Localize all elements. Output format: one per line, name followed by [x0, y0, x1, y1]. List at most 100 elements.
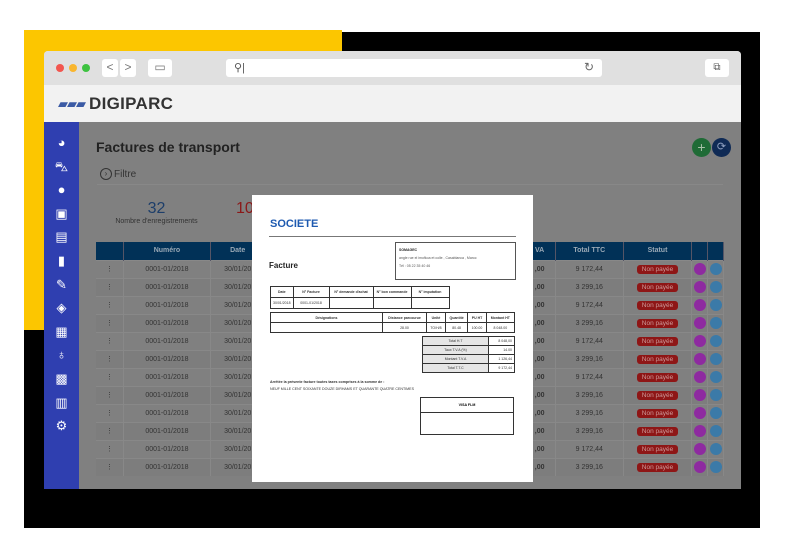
- print-icon[interactable]: [693, 443, 706, 455]
- minimize-dot[interactable]: [69, 64, 77, 72]
- add-button[interactable]: +: [692, 138, 711, 157]
- status-badge: Non payée: [636, 264, 679, 274]
- print-icon[interactable]: [709, 407, 722, 419]
- cell-total-ttc: 9 172,44: [555, 439, 624, 458]
- back-button[interactable]: <: [102, 59, 118, 77]
- car-icon[interactable]: ⛍: [54, 158, 69, 174]
- row-menu-icon[interactable]: ⋮: [96, 439, 124, 458]
- invoice-title: Facture: [269, 261, 298, 270]
- row-menu-icon[interactable]: ⋮: [96, 367, 124, 386]
- browser-toolbar: < > ▭ ⚲| ↻ ⧉: [44, 51, 741, 85]
- divider: [97, 184, 723, 185]
- row-menu-icon[interactable]: ⋮: [96, 331, 124, 350]
- print-icon[interactable]: [693, 353, 706, 365]
- line-h: PU HT: [467, 312, 487, 323]
- forward-button[interactable]: >: [120, 59, 136, 77]
- print-icon[interactable]: [709, 353, 722, 365]
- row-menu-icon[interactable]: ⋮: [96, 457, 124, 476]
- print-icon[interactable]: [709, 281, 722, 293]
- status-badge: Non payée: [636, 462, 679, 472]
- driver-card-icon[interactable]: ▣: [55, 205, 68, 221]
- visa-label: VISA FLM: [421, 398, 513, 413]
- cell-print-blue: [707, 421, 724, 440]
- app-logo[interactable]: DIGIPARC: [89, 93, 174, 113]
- total-label: Total H.T: [422, 336, 489, 346]
- cell-print-blue: [707, 403, 724, 422]
- document-icon[interactable]: ▤: [55, 229, 68, 245]
- layers-icon[interactable]: ◈: [56, 300, 67, 316]
- row-menu-icon[interactable]: ⋮: [96, 277, 124, 296]
- arrete-amount: NEUF MILLE CENT SOIXANTE DOUZE DIRHAMS E…: [270, 387, 414, 391]
- filter-toggle[interactable]: › Filtre: [100, 168, 136, 180]
- print-icon[interactable]: [709, 299, 722, 311]
- print-icon[interactable]: [693, 407, 706, 419]
- cell-statut: Non payée: [623, 313, 693, 332]
- print-icon[interactable]: [709, 443, 722, 455]
- ref-table: Date N° Facture N° demande d'achat N° bon c…: [270, 286, 450, 309]
- col-total-ttc[interactable]: Total TTC: [555, 242, 624, 260]
- print-icon[interactable]: [709, 371, 722, 383]
- print-icon[interactable]: [693, 461, 706, 474]
- print-icon[interactable]: [709, 317, 722, 329]
- print-icon[interactable]: [693, 281, 706, 293]
- row-menu-icon[interactable]: ⋮: [96, 385, 124, 404]
- wrench-icon[interactable]: ✎: [56, 276, 67, 292]
- files-icon[interactable]: ▥: [55, 394, 68, 410]
- stat-count-value: 32: [147, 200, 166, 217]
- cell-statut: Non payée: [623, 259, 693, 278]
- client-name: SOMAGEC: [399, 248, 418, 252]
- user-icon[interactable]: ●: [57, 182, 66, 198]
- row-menu-icon[interactable]: ⋮: [96, 421, 124, 440]
- print-icon[interactable]: [693, 299, 706, 311]
- location-icon[interactable]: ♁: [56, 347, 67, 363]
- close-dot[interactable]: [56, 64, 64, 72]
- row-menu-icon[interactable]: ⋮: [96, 349, 124, 368]
- line-v: TO/H/8: [425, 322, 446, 333]
- status-badge: Non payée: [636, 318, 679, 328]
- building-icon[interactable]: ▦: [55, 323, 68, 339]
- cell-numero: 0001-01/2018: [123, 277, 212, 296]
- settings-icon[interactable]: ⚙: [55, 418, 68, 434]
- print-icon[interactable]: [693, 263, 706, 275]
- client-phone: Tél : 05 22 35 40 46: [399, 264, 431, 268]
- print-icon[interactable]: [709, 263, 722, 275]
- maximize-dot[interactable]: [82, 64, 90, 72]
- cell-statut: Non payée: [623, 385, 693, 404]
- row-menu-icon[interactable]: ⋮: [96, 403, 124, 422]
- cell-print-blue: [707, 331, 724, 350]
- print-icon[interactable]: [709, 335, 722, 347]
- print-icon[interactable]: [693, 389, 706, 401]
- refresh-button[interactable]: ⟳: [712, 138, 731, 157]
- truck-icon[interactable]: ▩: [55, 370, 68, 386]
- sidebar-toggle-icon[interactable]: ▭: [148, 59, 172, 77]
- print-icon[interactable]: [709, 389, 722, 401]
- print-icon[interactable]: [709, 461, 722, 474]
- print-icon[interactable]: [693, 371, 706, 383]
- arrete-line: Arrêtée la présente facture toutes taxes…: [270, 380, 385, 384]
- dashboard-icon[interactable]: ◕: [57, 135, 66, 150]
- client-box: SOMAGEC angle rue el imofkoa et colle , …: [395, 242, 516, 280]
- stat-count-label: Nombre d'enregistrements: [115, 218, 198, 225]
- print-icon[interactable]: [709, 425, 722, 437]
- print-icon[interactable]: [693, 317, 706, 329]
- fuel-icon[interactable]: ▮: [57, 252, 66, 268]
- print-icon[interactable]: [693, 425, 706, 437]
- total-label: Taux T.V.A (%): [422, 345, 489, 355]
- print-icon[interactable]: [693, 335, 706, 347]
- cell-total-ttc: 3 299,16: [555, 421, 624, 440]
- cell-total-ttc: 3 299,16: [555, 403, 624, 422]
- invoice-divider: [269, 236, 516, 237]
- col-statut[interactable]: Statut: [623, 242, 693, 260]
- address-bar[interactable]: ⚲| ↻: [226, 59, 602, 77]
- cell-print-blue: [707, 313, 724, 332]
- row-menu-icon[interactable]: ⋮: [96, 295, 124, 314]
- col-numero[interactable]: Numéro: [123, 242, 212, 260]
- col-date[interactable]: Date: [210, 242, 266, 260]
- reload-icon[interactable]: ↻: [583, 60, 594, 74]
- tabs-overview-icon[interactable]: ⧉: [705, 59, 729, 77]
- cell-statut: Non payée: [623, 331, 693, 350]
- row-menu-icon[interactable]: ⋮: [96, 313, 124, 332]
- search-icon: ⚲|: [234, 62, 245, 74]
- row-menu-icon[interactable]: ⋮: [96, 259, 124, 278]
- stat-count: 32 Nombre d'enregistrements: [99, 200, 214, 225]
